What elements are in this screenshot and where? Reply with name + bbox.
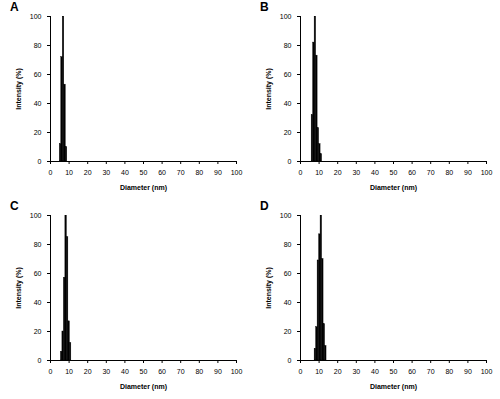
svg-text:90: 90 bbox=[214, 368, 222, 375]
svg-text:90: 90 bbox=[214, 169, 222, 176]
svg-text:0: 0 bbox=[288, 158, 292, 165]
svg-text:70: 70 bbox=[427, 368, 435, 375]
svg-text:60: 60 bbox=[158, 169, 166, 176]
svg-text:Intensity (%): Intensity (%) bbox=[265, 267, 273, 309]
html-text:A: A bbox=[10, 0, 19, 14]
svg-text:60: 60 bbox=[158, 368, 166, 375]
svg-text:100: 100 bbox=[280, 13, 292, 20]
svg-text:40: 40 bbox=[121, 368, 129, 375]
svg-text:10: 10 bbox=[65, 169, 73, 176]
svg-text:40: 40 bbox=[371, 169, 379, 176]
svg-text:60: 60 bbox=[34, 71, 42, 78]
svg-text:20: 20 bbox=[334, 368, 342, 375]
svg-text:70: 70 bbox=[177, 368, 185, 375]
svg-text:80: 80 bbox=[195, 368, 203, 375]
svg-text:Intensity (%): Intensity (%) bbox=[15, 267, 23, 309]
svg-text:40: 40 bbox=[284, 299, 292, 306]
svg-text:80: 80 bbox=[284, 42, 292, 49]
svg-text:30: 30 bbox=[102, 169, 110, 176]
svg-text:20: 20 bbox=[84, 368, 92, 375]
svg-text:80: 80 bbox=[445, 368, 453, 375]
svg-text:60: 60 bbox=[34, 270, 42, 277]
svg-text:10: 10 bbox=[315, 368, 323, 375]
svg-text:40: 40 bbox=[371, 368, 379, 375]
svg-text:100: 100 bbox=[481, 368, 493, 375]
svg-text:50: 50 bbox=[140, 169, 148, 176]
svg-text:80: 80 bbox=[445, 169, 453, 176]
svg-text:40: 40 bbox=[121, 169, 129, 176]
svg-text:Intensity (%): Intensity (%) bbox=[265, 68, 273, 110]
svg-text:Diameter (nm): Diameter (nm) bbox=[370, 383, 417, 391]
svg-text:60: 60 bbox=[284, 71, 292, 78]
svg-text:90: 90 bbox=[464, 169, 472, 176]
svg-text:30: 30 bbox=[352, 169, 360, 176]
svg-text:20: 20 bbox=[284, 328, 292, 335]
svg-text:100: 100 bbox=[30, 212, 42, 219]
svg-text:20: 20 bbox=[334, 169, 342, 176]
svg-text:Diameter (nm): Diameter (nm) bbox=[120, 383, 167, 391]
svg-text:50: 50 bbox=[140, 368, 148, 375]
html-text:C: C bbox=[10, 199, 19, 213]
svg-text:0: 0 bbox=[288, 357, 292, 364]
svg-text:40: 40 bbox=[34, 299, 42, 306]
svg-text:60: 60 bbox=[408, 169, 416, 176]
svg-text:90: 90 bbox=[464, 368, 472, 375]
svg-text:20: 20 bbox=[84, 169, 92, 176]
svg-text:100: 100 bbox=[481, 169, 493, 176]
svg-text:50: 50 bbox=[390, 368, 398, 375]
svg-text:100: 100 bbox=[280, 212, 292, 219]
svg-text:0: 0 bbox=[38, 357, 42, 364]
svg-text:30: 30 bbox=[102, 368, 110, 375]
svg-text:20: 20 bbox=[34, 129, 42, 136]
svg-text:40: 40 bbox=[284, 100, 292, 107]
svg-text:100: 100 bbox=[30, 13, 42, 20]
svg-text:Diameter (nm): Diameter (nm) bbox=[370, 184, 417, 192]
svg-text:Intensity (%): Intensity (%) bbox=[15, 68, 23, 110]
svg-text:20: 20 bbox=[34, 328, 42, 335]
svg-text:50: 50 bbox=[390, 169, 398, 176]
svg-text:80: 80 bbox=[284, 241, 292, 248]
svg-text:80: 80 bbox=[195, 169, 203, 176]
svg-text:Diameter (nm): Diameter (nm) bbox=[120, 184, 167, 192]
html-text:D: D bbox=[260, 199, 269, 213]
svg-text:60: 60 bbox=[284, 270, 292, 277]
svg-text:0: 0 bbox=[299, 169, 303, 176]
svg-text:30: 30 bbox=[352, 368, 360, 375]
svg-text:70: 70 bbox=[177, 169, 185, 176]
svg-text:0: 0 bbox=[38, 158, 42, 165]
svg-text:100: 100 bbox=[231, 368, 243, 375]
svg-text:40: 40 bbox=[34, 100, 42, 107]
svg-text:0: 0 bbox=[299, 368, 303, 375]
svg-text:70: 70 bbox=[427, 169, 435, 176]
html-text:B: B bbox=[260, 0, 269, 14]
svg-text:80: 80 bbox=[34, 42, 42, 49]
svg-text:100: 100 bbox=[231, 169, 243, 176]
svg-text:60: 60 bbox=[408, 368, 416, 375]
svg-text:80: 80 bbox=[34, 241, 42, 248]
svg-text:20: 20 bbox=[284, 129, 292, 136]
svg-text:10: 10 bbox=[315, 169, 323, 176]
svg-text:0: 0 bbox=[49, 169, 53, 176]
svg-text:0: 0 bbox=[49, 368, 53, 375]
svg-text:10: 10 bbox=[65, 368, 73, 375]
